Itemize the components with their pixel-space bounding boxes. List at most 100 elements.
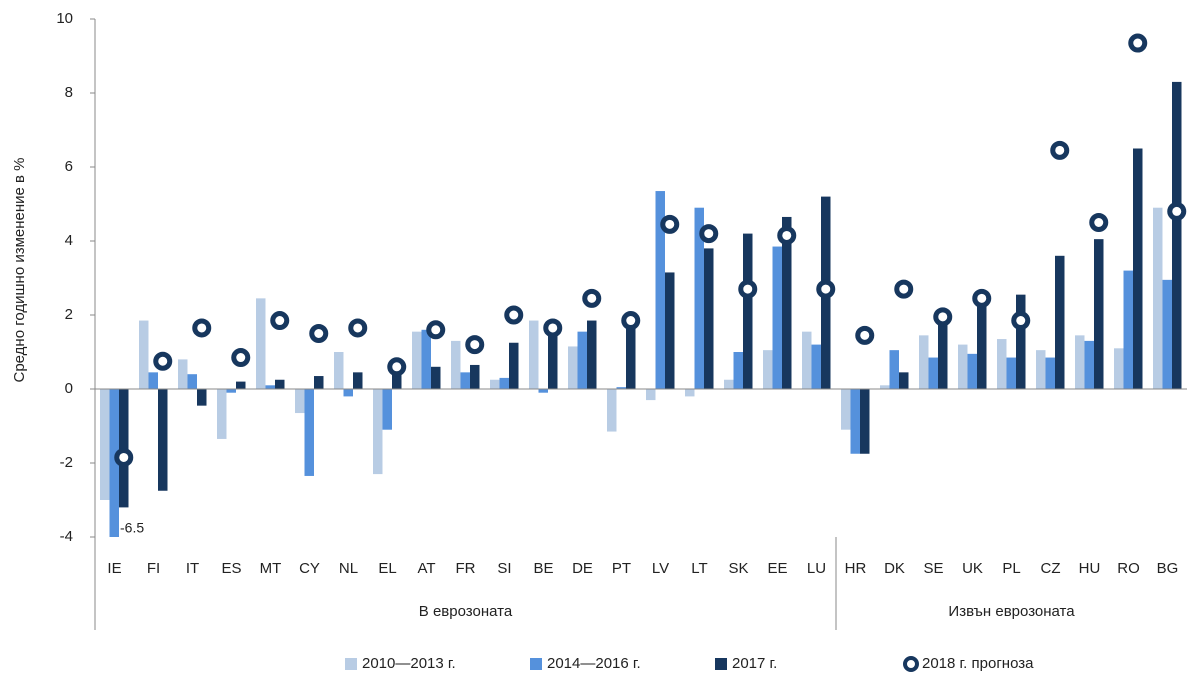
legend-swatch (345, 658, 357, 670)
bar (841, 389, 851, 430)
x-tick-label: LT (691, 560, 707, 577)
marker (309, 324, 329, 343)
bar (295, 389, 305, 414)
x-tick-label: FI (147, 560, 160, 577)
bar (139, 320, 149, 389)
x-tick-label: BG (1157, 560, 1179, 577)
bar (451, 340, 461, 389)
bar (431, 366, 441, 389)
bar (1172, 81, 1182, 390)
bar (548, 326, 558, 389)
bar (626, 322, 636, 389)
bar (373, 389, 383, 475)
bar (1114, 348, 1124, 389)
bar (470, 364, 480, 389)
bar (529, 320, 539, 389)
x-tick-label: EL (378, 560, 396, 577)
marker (465, 335, 485, 355)
bar (1045, 357, 1055, 389)
legend-label: 2014—2016 г. (547, 655, 641, 672)
x-tick-label: SI (497, 560, 511, 577)
marker (933, 307, 953, 327)
bar (919, 335, 929, 389)
bar (256, 298, 266, 389)
bar (226, 389, 236, 393)
marker (1050, 140, 1070, 160)
bar (967, 353, 977, 389)
x-tick-label: ES (221, 560, 241, 577)
x-tick-label: HU (1079, 560, 1101, 577)
bar (802, 331, 812, 389)
bar (860, 389, 870, 454)
x-tick-label: RO (1117, 560, 1140, 577)
x-tick-label: CY (299, 560, 320, 577)
bar (236, 381, 246, 389)
bar (665, 272, 675, 389)
bar (460, 372, 470, 389)
x-tick-label: BE (533, 560, 553, 577)
marker (621, 311, 641, 331)
legend-swatch (715, 658, 727, 670)
bar (217, 389, 227, 439)
x-tick-label: AT (417, 560, 435, 577)
legend-swatch (530, 658, 542, 670)
bar (1036, 350, 1046, 389)
y-tick-label: -4 (60, 528, 73, 545)
bar (1153, 207, 1163, 389)
y-tick-label: 2 (65, 306, 73, 323)
marker (504, 305, 524, 325)
bar (733, 352, 743, 389)
marker (1011, 311, 1031, 331)
marker (1089, 213, 1109, 232)
bar (704, 248, 714, 389)
bar (1016, 294, 1026, 389)
x-tick-label: LU (807, 560, 826, 577)
bar (197, 389, 207, 406)
x-tick-label: EE (767, 560, 787, 577)
data-label: -6.5 (120, 520, 144, 536)
marker (1167, 201, 1187, 221)
bar (724, 379, 734, 389)
bar (997, 339, 1007, 389)
bar (304, 389, 314, 476)
marker (153, 351, 173, 371)
y-tick-label: 8 (65, 84, 73, 101)
x-tick-label: FR (456, 560, 476, 577)
bar (314, 376, 324, 389)
bar (1123, 270, 1133, 389)
bar (100, 389, 110, 500)
y-tick-label: 6 (65, 158, 73, 175)
bar (1084, 340, 1094, 389)
bar (382, 389, 392, 430)
bar (187, 374, 197, 389)
x-tick-label: DE (572, 560, 593, 577)
bar (616, 387, 626, 389)
group-label: Извън еврозоната (948, 603, 1075, 620)
bar (577, 331, 587, 389)
bar (880, 385, 890, 389)
marker (231, 348, 251, 368)
x-tick-label: PT (612, 560, 631, 577)
marker (582, 288, 602, 308)
bar (977, 300, 987, 389)
bar (782, 216, 792, 389)
x-tick-label: DK (884, 560, 905, 577)
marker (114, 447, 134, 467)
bar (343, 389, 353, 397)
bar (1075, 335, 1085, 389)
bar (1133, 148, 1143, 389)
bar (412, 331, 422, 389)
bar (1094, 239, 1104, 389)
bar (889, 350, 899, 389)
bar (655, 191, 665, 389)
bar (109, 389, 119, 537)
x-tick-label: PL (1002, 560, 1020, 577)
y-tick-label: 0 (65, 380, 73, 397)
group-label: В еврозоната (419, 603, 513, 620)
bar (148, 372, 158, 389)
legend-label: 2017 г. (732, 655, 777, 672)
bar (928, 357, 938, 389)
x-tick-label: LV (652, 560, 669, 577)
x-tick-label: SK (728, 560, 748, 577)
